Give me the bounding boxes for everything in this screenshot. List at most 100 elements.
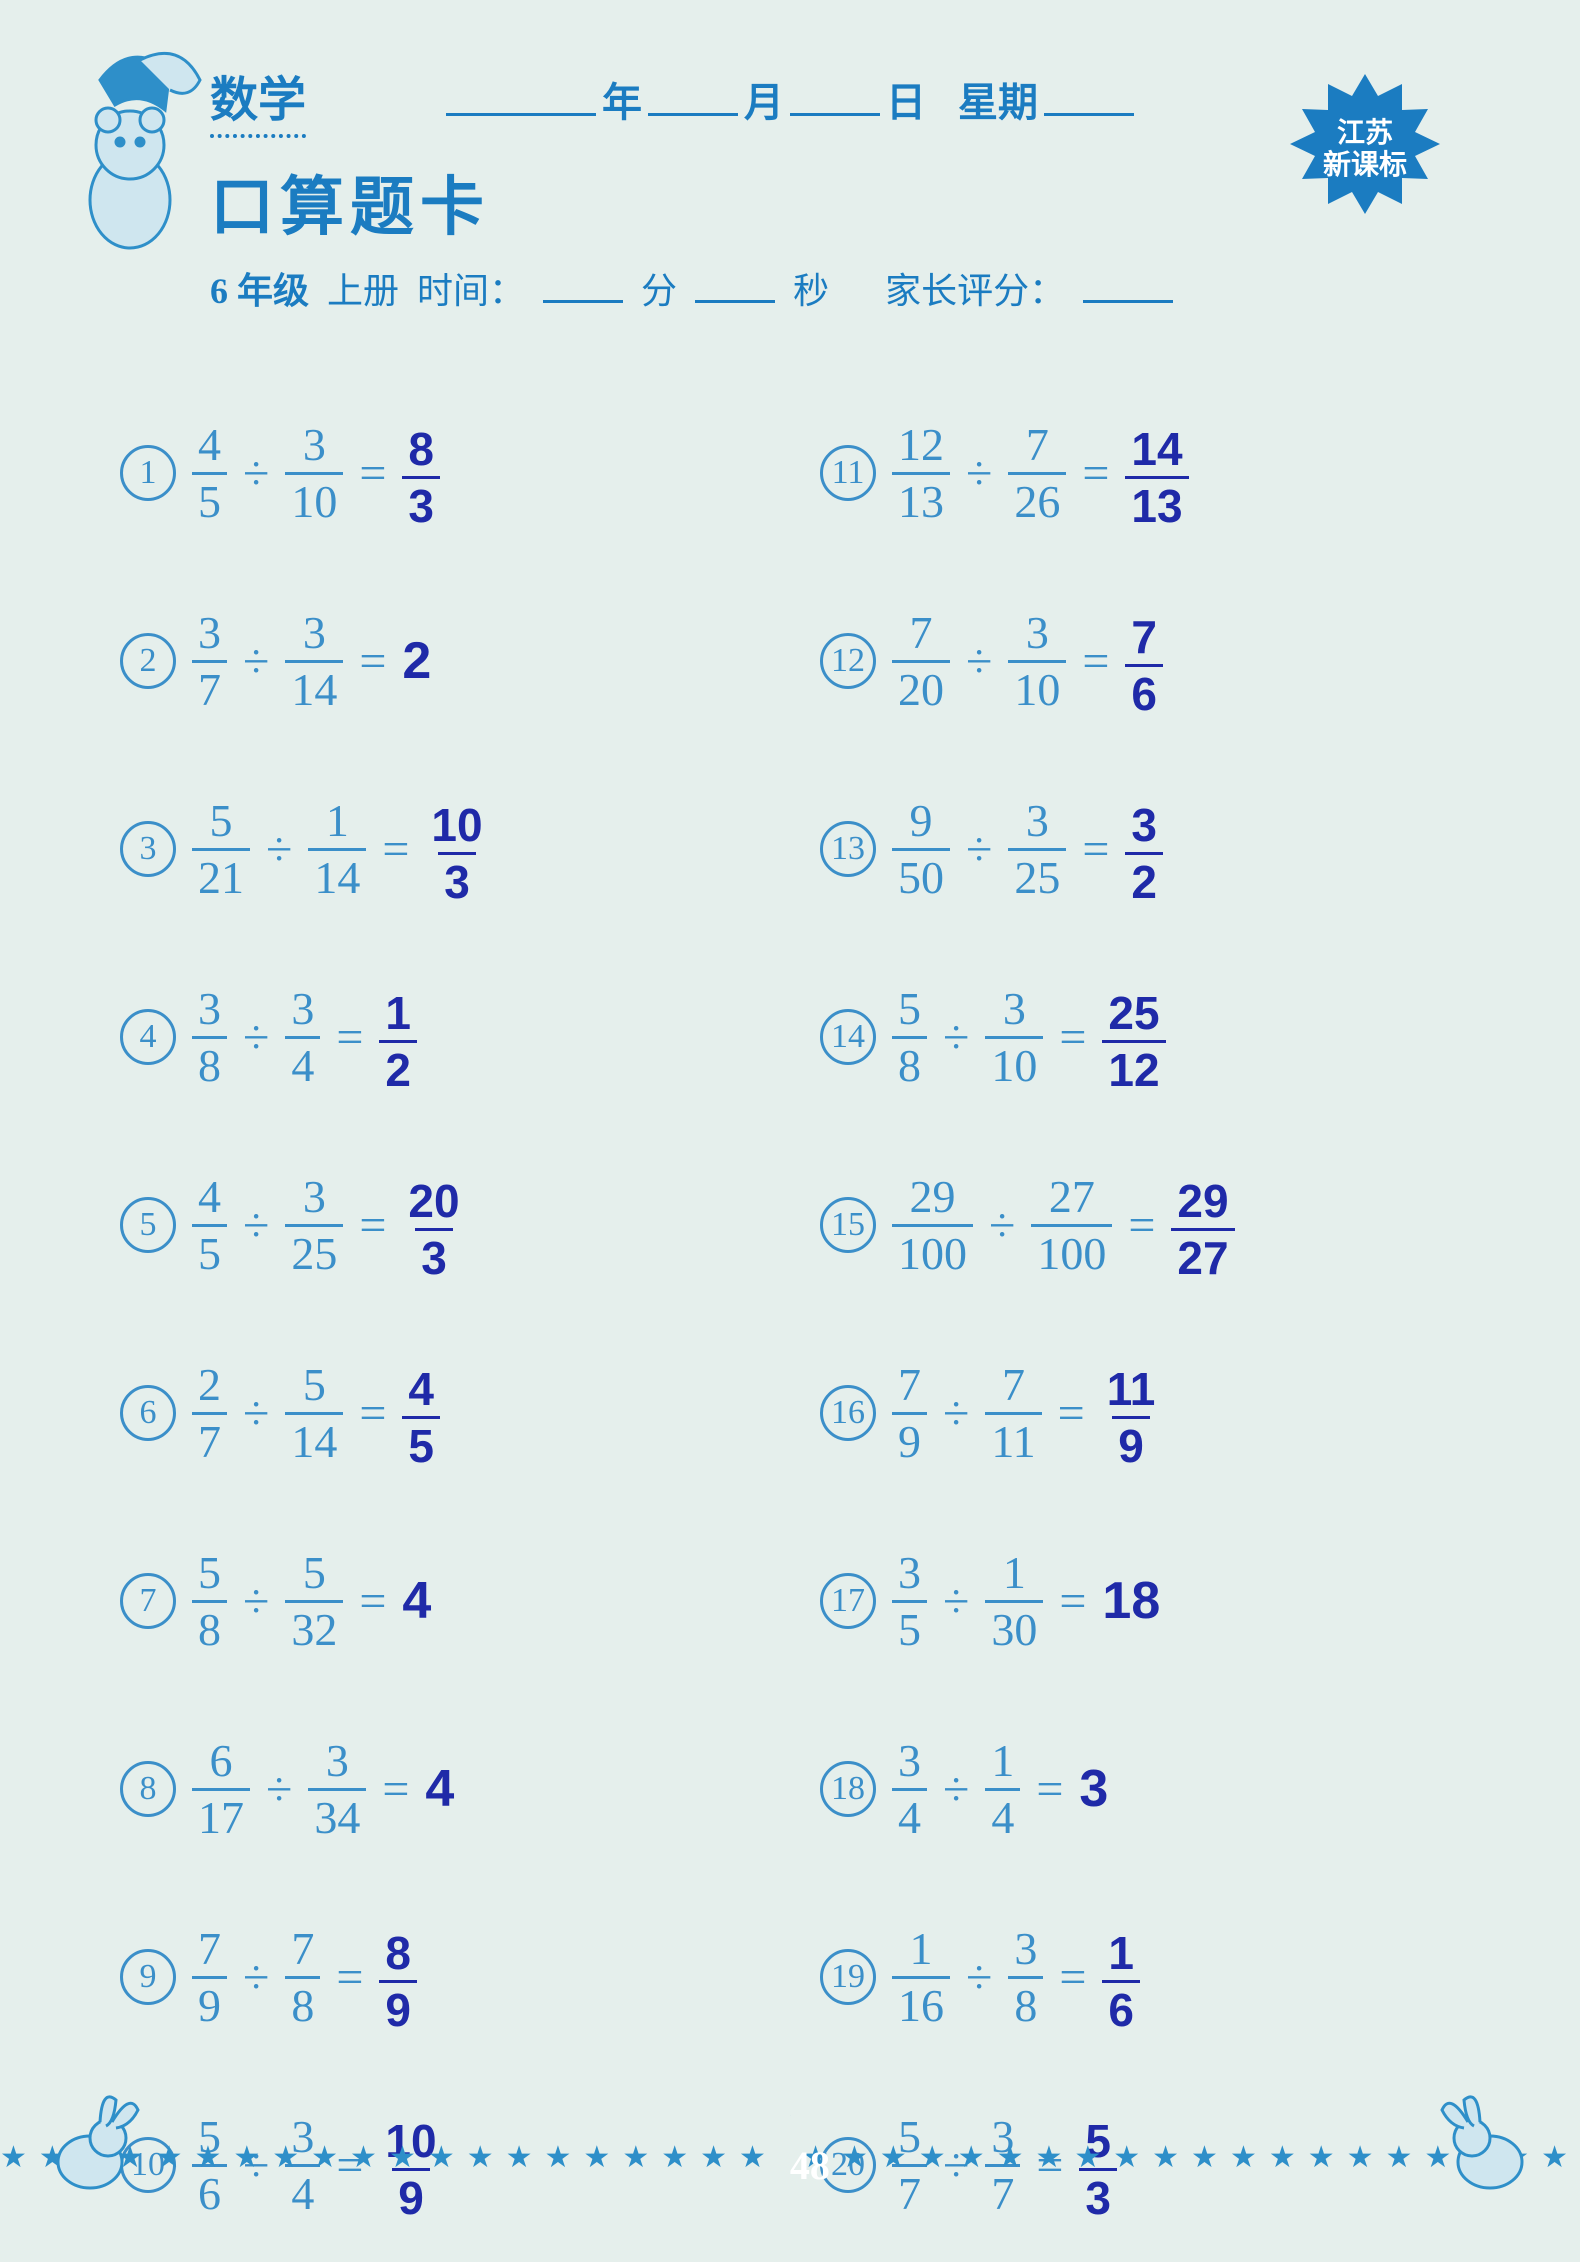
problem-row: 1735÷130=18 [820,1542,1460,1660]
question-number: 8 [120,1761,176,1817]
numerator: 3 [892,1550,927,1600]
meta-row: 6 年级 上册 时间： 分 秒 家长评分： [210,262,1480,314]
fraction: 310 [285,422,343,525]
divide-operator: ÷ [937,1386,975,1441]
divide-operator: ÷ [937,1762,975,1817]
fraction: 325 [285,1174,343,1277]
month-label: 月 [744,70,784,128]
expression: 58÷310=2512 [892,982,1166,1093]
answer-fraction: 89 [379,1922,417,2033]
equals-sign: = [1076,446,1115,501]
expression: 617÷334=4 [192,1738,454,1841]
minute-blank[interactable] [543,267,623,303]
problem-row: 145÷310=83 [120,414,760,532]
fraction: 1213 [892,422,950,525]
denominator: 8 [892,1036,927,1089]
denominator: 4 [285,1036,320,1089]
numerator: 14 [1125,426,1188,476]
equals-sign: = [353,1574,392,1629]
divide-operator: ÷ [260,822,298,877]
answer-fraction: 2927 [1171,1170,1234,1281]
answer-fraction: 76 [1125,606,1163,717]
denominator: 10 [285,472,343,525]
fraction: 314 [285,610,343,713]
denominator: 5 [892,1600,927,1653]
numerator: 12 [892,422,950,472]
divide-operator: ÷ [237,1198,275,1253]
fraction: 726 [1008,422,1066,525]
second-label: 秒 [793,262,829,314]
divide-operator: ÷ [983,1198,1021,1253]
denominator: 25 [285,1224,343,1277]
answer-fraction: 119 [1101,1358,1162,1469]
fraction: 45 [402,1366,440,1469]
denominator: 10 [985,1036,1043,1089]
fraction: 83 [402,426,440,529]
parent-score-blank[interactable] [1083,267,1173,303]
question-number: 19 [820,1949,876,2005]
fraction: 38 [1008,1926,1043,2029]
numerator: 7 [1125,614,1163,664]
problem-row: 438÷34=12 [120,978,760,1096]
numerator: 5 [892,986,927,1036]
denominator: 7 [192,1412,227,1465]
problem-row: 3521÷114=103 [120,790,760,908]
numerator: 7 [996,1362,1031,1412]
question-number: 7 [120,1573,176,1629]
fraction: 32 [1125,802,1163,905]
answer-fraction: 103 [425,794,488,905]
fraction: 45 [192,422,227,525]
expression: 79÷ 711=119 [892,1358,1161,1469]
worksheet-page: 数学 年 月 日 星期 口算题卡 6 年级 上册 时间： 分 秒 家长评 [0,0,1580,2262]
denominator: 5 [192,472,227,525]
numerator: 6 [204,1738,239,1788]
denominator: 5 [192,1224,227,1277]
numerator: 29 [1171,1178,1234,1228]
problem-row: 758÷532=4 [120,1542,760,1660]
fraction: 45 [192,1174,227,1277]
numerator: 3 [997,986,1032,1036]
equals-sign: = [1053,1574,1092,1629]
denominator: 12 [1102,1040,1165,1093]
numerator: 20 [402,1178,465,1228]
numerator: 25 [1102,990,1165,1040]
fraction: 521 [192,798,250,901]
question-number: 6 [120,1385,176,1441]
denominator: 14 [285,1412,343,1465]
year-blank[interactable] [446,80,596,116]
question-number: 1 [120,445,176,501]
fraction: 310 [1008,610,1066,713]
question-number: 18 [820,1761,876,1817]
problem-row: 545÷325=203 [120,1166,760,1284]
numerator: 1 [379,990,417,1040]
numerator: 1 [997,1550,1032,1600]
denominator: 6 [1125,664,1163,717]
fraction: 79 [892,1362,927,1465]
fraction: 89 [379,1930,417,2033]
fraction: 203 [402,1178,465,1281]
answer-integer: 3 [1079,1759,1108,1819]
denominator: 10 [1008,660,1066,713]
numerator: 1 [1102,1930,1140,1980]
day-blank[interactable] [790,80,880,116]
question-number: 5 [120,1197,176,1253]
day-label: 日 [886,70,926,128]
equals-sign: = [353,446,392,501]
equals-sign: = [1053,1010,1092,1065]
problems-grid: 145÷310=83111213÷726=1413237÷314=212720÷… [100,414,1480,2224]
fraction: 29100 [892,1174,973,1277]
second-blank[interactable] [695,267,775,303]
denominator: 25 [1008,848,1066,901]
equals-sign: = [1030,1762,1069,1817]
weekday-blank[interactable] [1044,80,1134,116]
month-blank[interactable] [648,80,738,116]
denominator: 11 [985,1412,1041,1465]
numerator: 5 [192,1550,227,1600]
expression: 38÷34=12 [192,982,417,1093]
fraction: 103 [425,802,488,905]
fraction: 34 [892,1738,927,1841]
numerator: 7 [1020,422,1055,472]
equals-sign: = [1052,1386,1091,1441]
denominator: 32 [285,1600,343,1653]
denominator: 21 [192,848,250,901]
